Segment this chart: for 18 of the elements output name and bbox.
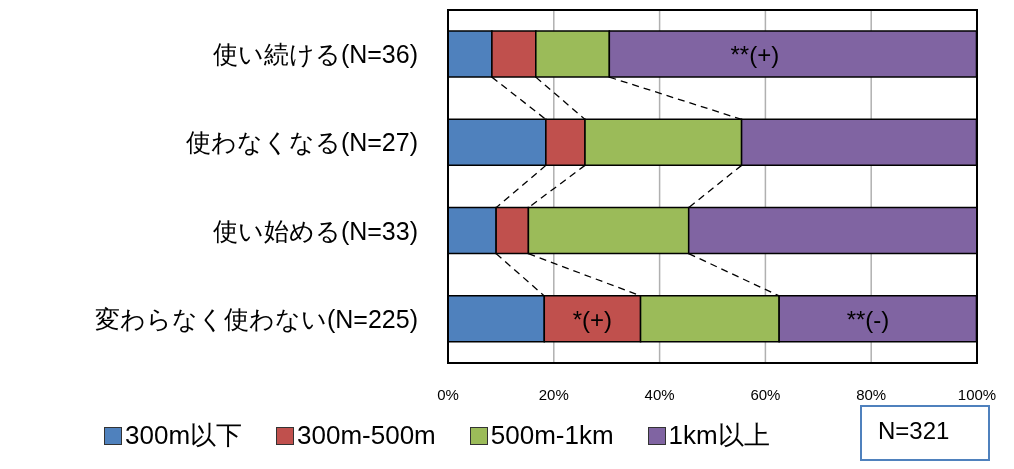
y-tick-label: 使い始める(N=33) [212,216,418,245]
x-tick-label: 80% [856,385,887,403]
legend-label: 300m以下 [124,419,243,452]
annotation: **(-) [846,305,890,333]
x-tick-label: 100% [957,385,997,403]
x-tick-label: 0% [437,385,459,403]
legend-label: 500m-1km [489,420,614,451]
annotation: **(+) [730,41,780,69]
x-tick-label: 60% [750,385,781,403]
x-tick-label: 40% [644,385,675,403]
x-tick-label: 20% [538,385,569,403]
y-tick-label: 変わらなく使わない(N=225) [94,304,418,333]
legend-label: 300m-500m [296,420,436,451]
legend-label: 1km以上 [667,419,770,452]
text: N=321 [860,405,990,461]
y-tick-label: 使わなくなる(N=27) [185,128,418,157]
annotation: *(+) [572,305,613,333]
y-tick-label: 使い続ける(N=36) [212,40,418,68]
